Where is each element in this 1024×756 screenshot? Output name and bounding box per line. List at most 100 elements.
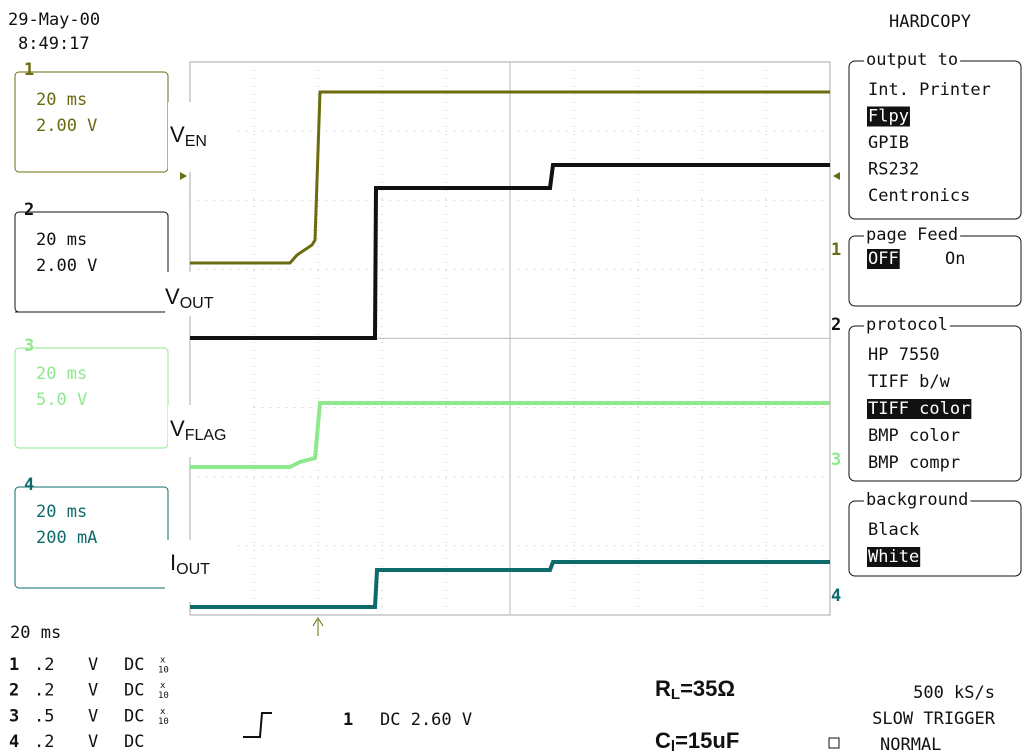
channel-1-box: 1 20 ms 2.00 V	[14, 60, 169, 173]
channel-marker: 2	[831, 315, 841, 335]
main: C	[655, 728, 671, 753]
probe-factor: 10	[158, 691, 169, 701]
probe-factor: 10	[158, 717, 169, 727]
menu-item[interactable]: Centronics	[868, 186, 970, 206]
channel-scale: .2	[34, 732, 54, 752]
trigger-state: NORMAL	[880, 735, 941, 755]
trace-ch1	[190, 90, 830, 265]
main: V	[170, 122, 185, 147]
scale: 5.0 V	[36, 390, 87, 410]
coupling: DC	[124, 706, 144, 726]
trace-label: VFLAG	[170, 416, 226, 444]
channel-marker: 1	[831, 240, 841, 260]
channel-number: 3	[24, 336, 34, 356]
channel-scale: .2	[34, 655, 54, 675]
menu-title: HARDCOPY	[889, 12, 971, 32]
label-bg	[165, 272, 235, 316]
menu-item[interactable]: RS232	[868, 160, 919, 180]
menu-item[interactable]: Flpy	[868, 107, 909, 127]
menu: output to Int. Printer Flpy GPIB RS232 Centro…	[848, 50, 1022, 577]
trace-ch3	[190, 401, 830, 469]
date: 29-May-00	[8, 10, 100, 30]
label-bg	[165, 540, 235, 602]
channel-2-box: 2 20 ms 2.00 V	[14, 200, 190, 313]
selection-highlight	[867, 399, 972, 419]
channel-unit: V	[88, 681, 98, 701]
scale: 2.00 V	[36, 256, 97, 276]
timebase: 20 ms	[36, 364, 87, 384]
trigger-mode: SLOW TRIGGER	[872, 709, 996, 729]
menu-item[interactable]: On	[945, 249, 965, 269]
trigger-position	[312, 617, 324, 636]
group-frame	[848, 235, 1022, 307]
label-bg	[168, 405, 248, 457]
scale: 200 mA	[36, 528, 97, 548]
annotation: Cl=15uF	[655, 728, 739, 755]
menu-group: background Black White	[848, 490, 1022, 577]
menu-group: protocol HP 7550 TIFF b/w TIFF color BMP col…	[848, 315, 1022, 482]
annotation: RL=35Ω	[655, 676, 735, 703]
group-title: output to	[866, 50, 958, 70]
channel-number: 1	[9, 655, 19, 675]
timebase: 20 ms	[36, 230, 87, 250]
level-marker	[180, 172, 187, 180]
selection-highlight	[867, 249, 900, 269]
channel-number: 4	[9, 732, 19, 752]
subscript: FLAG	[185, 427, 227, 444]
label-bg	[168, 102, 235, 172]
menu-item[interactable]: Black	[868, 520, 919, 540]
menu-item[interactable]: HP 7550	[868, 345, 940, 365]
selection-highlight	[867, 547, 921, 567]
time: 8:49:17	[18, 34, 90, 54]
main: R	[655, 676, 671, 701]
menu-item[interactable]: White	[868, 547, 919, 567]
timebase: 20 ms	[10, 623, 61, 643]
channel-number: 2	[9, 681, 19, 701]
timebase: 20 ms	[36, 502, 87, 522]
trace-label: VOUT	[165, 284, 214, 312]
channel-4-box: 4 20 ms 200 mA	[14, 475, 169, 589]
channel-unit: V	[88, 732, 98, 752]
channel-scale: .2	[34, 681, 54, 701]
channel-scale: .5	[34, 706, 54, 726]
selection-highlight	[867, 106, 910, 127]
channel-number: 2	[24, 200, 34, 220]
sample-rate: 500 kS/s	[913, 683, 995, 703]
group-title: protocol	[866, 315, 948, 335]
scale: 2.00 V	[36, 116, 97, 136]
trigger-setting: DC 2.60 V	[380, 710, 472, 730]
main: I	[170, 550, 176, 575]
box	[14, 486, 169, 589]
title-bg	[864, 50, 961, 70]
probe-factor: 10	[158, 666, 169, 676]
subscript: L	[671, 686, 680, 703]
channel-3-box: 3 20 ms 5.0 V	[14, 336, 169, 449]
trigger-edge-icon	[243, 712, 272, 738]
rest: =35Ω	[680, 676, 735, 701]
menu-item[interactable]: BMP color	[868, 426, 960, 446]
menu-item[interactable]: BMP compr	[868, 453, 960, 473]
main: V	[165, 284, 180, 309]
channel-unit: V	[88, 655, 98, 675]
menu-item[interactable]: GPIB	[868, 133, 909, 153]
box	[14, 347, 169, 449]
menu-item[interactable]: OFF	[868, 249, 899, 269]
menu-item[interactable]: TIFF b/w	[868, 372, 951, 392]
coupling: DC	[124, 655, 144, 675]
subscript: EN	[185, 133, 207, 150]
menu-item[interactable]: TIFF color	[868, 399, 970, 419]
menu-item[interactable]: Int. Printer	[868, 80, 991, 100]
checkbox	[828, 737, 840, 749]
trace-label: VEN	[170, 122, 207, 150]
graticule	[189, 61, 831, 616]
trigger-marker	[833, 172, 840, 180]
trace-label: IOUT	[170, 550, 210, 578]
channel-number: 3	[9, 706, 19, 726]
channel-marker: 4	[831, 586, 841, 606]
menu-group: output to Int. Printer Flpy GPIB RS232 Centro…	[848, 50, 1022, 220]
title-bg	[864, 225, 961, 245]
coupling: DC	[124, 732, 144, 752]
subscript: OUT	[180, 295, 214, 312]
trace-ch4	[190, 560, 830, 609]
